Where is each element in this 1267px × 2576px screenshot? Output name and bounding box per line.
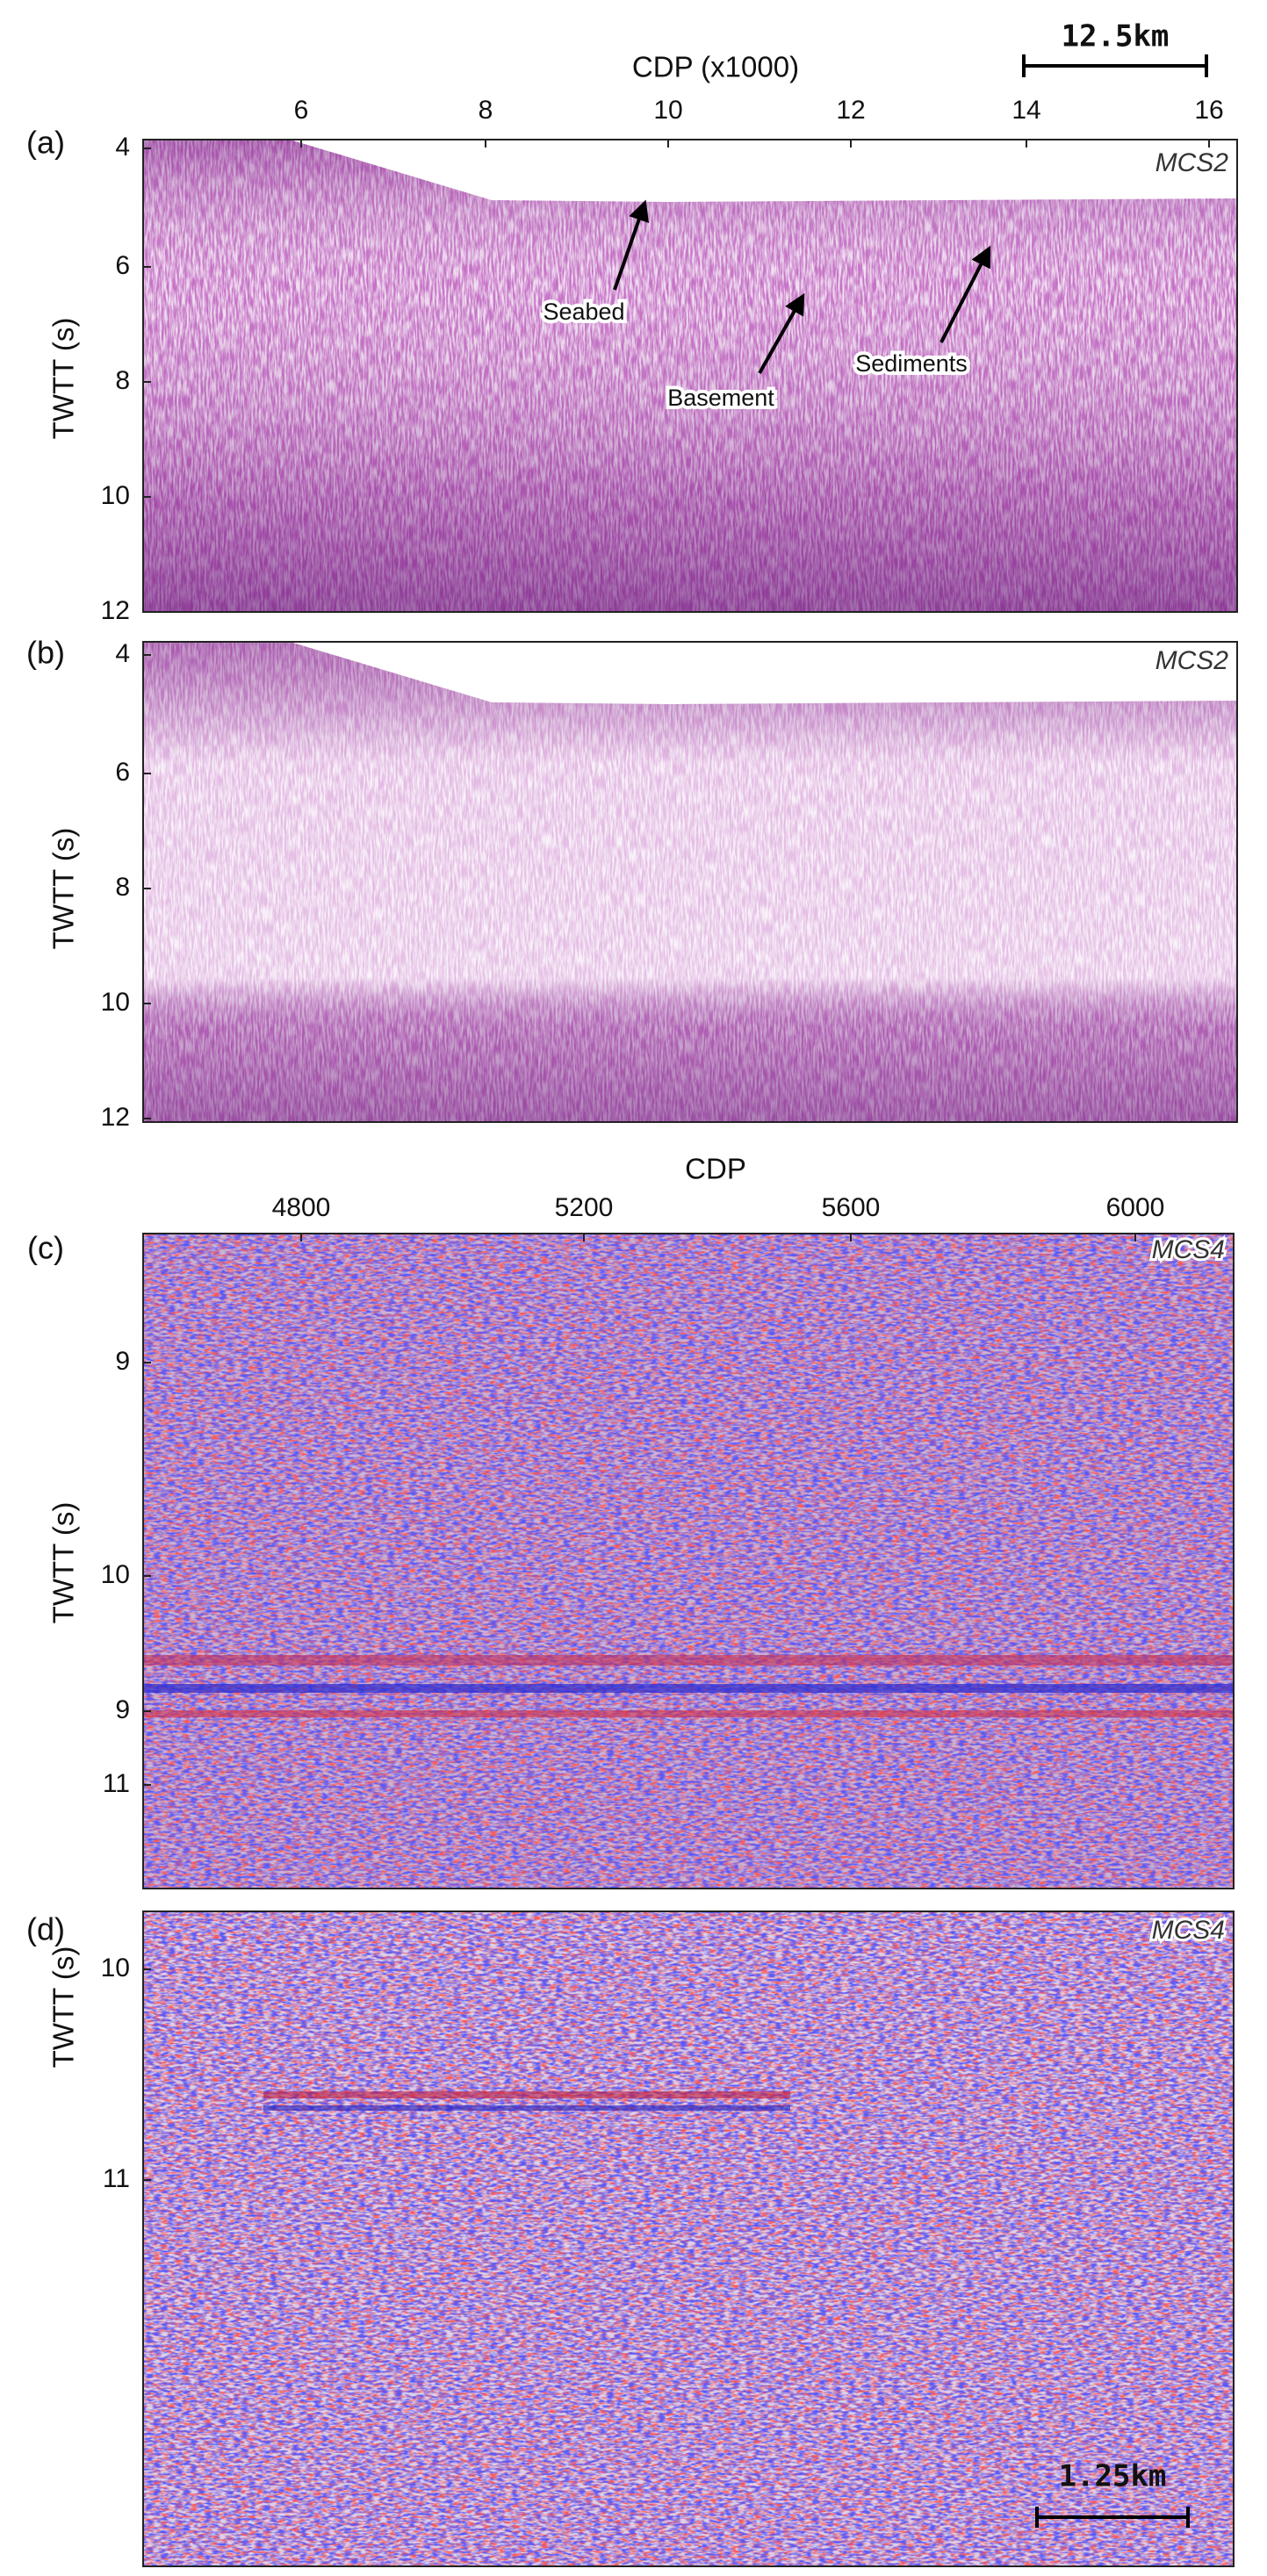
panel-tag: MCS2 [1155, 148, 1229, 177]
annotation: Sediments [855, 350, 968, 377]
y-tick-label: 4 [115, 133, 130, 162]
x-tick-label: 12 [836, 96, 865, 125]
panel-label: (a) [26, 125, 65, 161]
scale-bar [1035, 2507, 1190, 2528]
x-tick-label: 8 [479, 96, 493, 125]
panel-tag: MCS4 [1152, 1235, 1225, 1264]
annotation: Basement [667, 385, 774, 411]
panel-c-image [143, 1234, 1234, 1889]
y-axis-title: TWTT (s) [47, 828, 80, 950]
y-tick-label: 11 [103, 1769, 130, 1798]
x-tick-label: 6 [294, 96, 309, 125]
y-tick-label: 10 [101, 1954, 130, 1982]
y-tick-label: 11 [103, 2164, 130, 2193]
x-tick-label: 10 [653, 96, 682, 125]
annotation: Seabed [543, 299, 624, 325]
y-tick-label: 9 [115, 1695, 130, 1724]
y-tick-label: 8 [115, 366, 130, 395]
y-tick-label: 12 [101, 1103, 130, 1132]
x-tick-label: 14 [1011, 96, 1040, 125]
x-tick-label: 6000 [1106, 1193, 1165, 1222]
scale-bar-label: 1.25km [1059, 2459, 1167, 2494]
x-tick-label: 5600 [822, 1193, 881, 1222]
y-tick-label: 4 [115, 639, 130, 668]
y-tick-label: 10 [101, 988, 130, 1017]
y-tick-label: 12 [101, 596, 130, 625]
panel-label: (c) [27, 1230, 64, 1266]
panel-frames [142, 139, 1238, 2567]
x-tick-label: 5200 [555, 1193, 614, 1222]
y-axis-title: TWTT (s) [47, 1502, 80, 1624]
y-tick-label: 10 [101, 1560, 130, 1589]
scale-bar [1022, 54, 1208, 77]
panel-d-image [143, 1911, 1234, 2566]
y-axis-title: TWTT (s) [47, 1946, 80, 2069]
panel-b-image [143, 642, 1237, 1122]
x-tick-label: 4800 [272, 1193, 331, 1222]
x-tick-label: 16 [1194, 96, 1223, 125]
y-tick-label: 6 [115, 758, 130, 787]
panel-tag: MCS4 [1152, 1916, 1225, 1945]
y-tick-label: 8 [115, 873, 130, 902]
panel-tag: MCS2 [1155, 646, 1229, 675]
annotation-arrows [613, 199, 991, 374]
panel-label: (d) [26, 1911, 65, 1947]
panel-label: (b) [26, 635, 65, 671]
scale-bar-label: 12.5km [1062, 19, 1170, 54]
y-tick-label: 9 [115, 1347, 130, 1376]
panel-a-image [143, 140, 1237, 612]
y-axis-title: TWTT (s) [47, 318, 80, 440]
top-axis-title: CDP (x1000) [632, 51, 799, 83]
y-tick-label: 10 [101, 481, 130, 510]
middle-axis-title: CDP [685, 1153, 746, 1185]
y-tick-label: 6 [115, 251, 130, 280]
